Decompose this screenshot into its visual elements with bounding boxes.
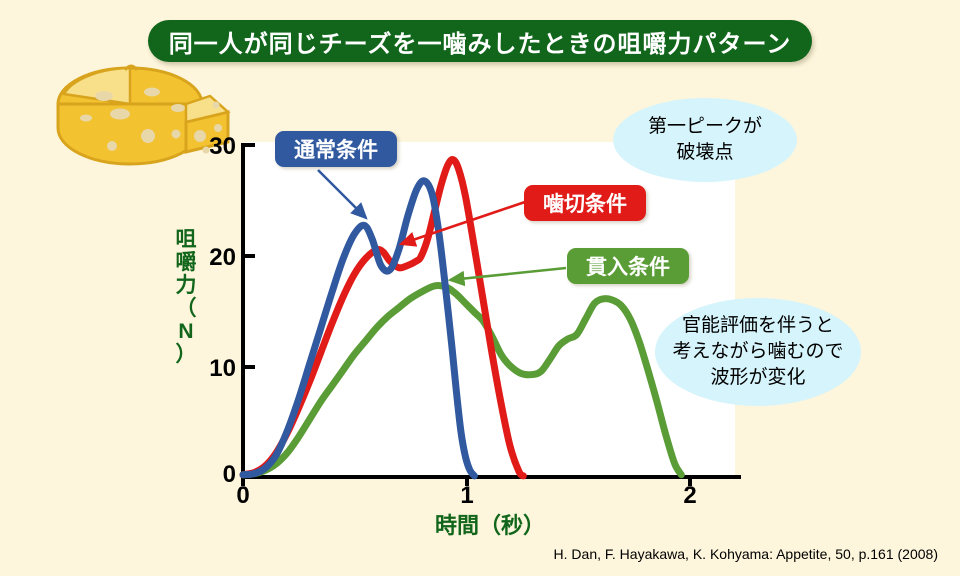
y-axis-title: 咀 嚼 力 （ N ） xyxy=(168,228,204,366)
callout-bubble-sensory: 官能評価を伴うと 考えながら噛むので 波形が変化 xyxy=(655,298,861,406)
x-axis-title: 時間（秒） xyxy=(434,513,545,538)
y-tick-label-30: 30 xyxy=(209,133,236,160)
y-axis-title-c3: （ xyxy=(175,297,197,320)
plot-area xyxy=(245,142,735,476)
x-tick-label-1: 1 xyxy=(460,482,474,509)
series-badge-bite-label: 噛切条件 xyxy=(543,193,627,216)
page-title: 同一人が同じチーズを一噛みしたときの咀嚼力パターン xyxy=(148,20,812,62)
callout-peak-line-0: 第一ピークが xyxy=(647,116,762,137)
y-axis-title-c4: N xyxy=(178,320,194,343)
y-axis-title-c0: 咀 xyxy=(175,228,197,251)
series-badge-penetration-label: 貫入条件 xyxy=(586,256,670,279)
y-tick-label-0: 0 xyxy=(222,461,236,488)
x-tick-1 xyxy=(465,475,469,486)
y-axis-title-c5: ） xyxy=(175,343,197,366)
y-axis-title-c1: 嚼 xyxy=(175,251,197,274)
x-axis-line xyxy=(241,475,741,479)
y-axis-title-c2: 力 xyxy=(175,274,197,297)
y-tick-label-20: 20 xyxy=(209,244,236,271)
y-tick-label-10: 10 xyxy=(209,355,236,382)
callout-sensory-line-0: 官能評価を伴うと xyxy=(681,315,834,336)
callout-bubble-peak: 第一ピークが 破壊点 xyxy=(613,98,797,182)
x-tick-label-0: 0 xyxy=(236,482,250,509)
series-badge-normal[interactable]: 通常条件 xyxy=(275,131,397,167)
page-title-text: 同一人が同じチーズを一噛みしたときの咀嚼力パターン xyxy=(168,30,792,58)
series-badge-penetration[interactable]: 貫入条件 xyxy=(567,248,689,284)
x-tick-label-2: 2 xyxy=(683,482,697,509)
y-tick-30 xyxy=(245,143,255,147)
series-badge-bite[interactable]: 噛切条件 xyxy=(524,185,646,221)
y-tick-10 xyxy=(245,365,255,369)
y-axis-line xyxy=(241,143,245,477)
citation: H. Dan, F. Hayakawa, K. Kohyama: Appetit… xyxy=(553,546,938,562)
x-tick-0 xyxy=(241,475,245,486)
callout-sensory-line-2: 波形が変化 xyxy=(710,367,806,388)
series-badge-normal-label: 通常条件 xyxy=(294,139,378,162)
callout-peak-line-1: 破壊点 xyxy=(676,142,734,163)
y-tick-20 xyxy=(245,254,255,258)
x-tick-2 xyxy=(688,475,692,486)
callout-sensory-line-1: 考えながら噛むので xyxy=(672,341,844,362)
